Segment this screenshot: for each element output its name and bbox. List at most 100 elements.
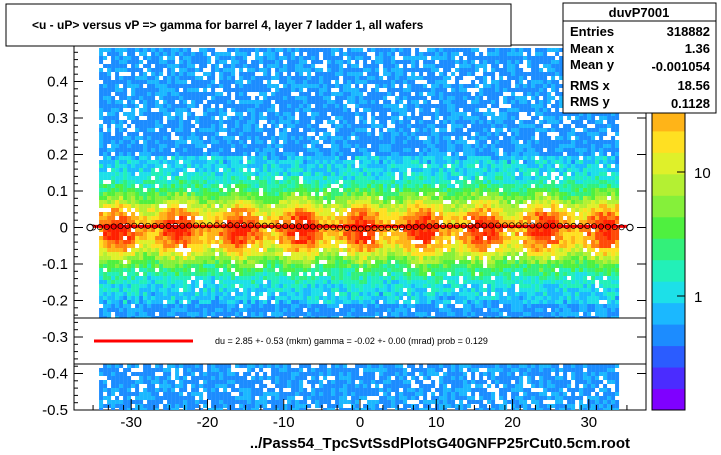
heatmap-cell [383, 112, 388, 116]
heatmap-cell [471, 124, 476, 128]
heatmap-cell [519, 208, 524, 212]
heatmap-cell [455, 212, 460, 216]
heatmap-cell [191, 192, 196, 196]
heatmap-cell [443, 68, 448, 72]
heatmap-cell [439, 144, 444, 148]
heatmap-cell [539, 196, 544, 200]
heatmap-cell [403, 164, 408, 168]
heatmap-cell [535, 76, 540, 80]
heatmap-cell [595, 212, 600, 216]
heatmap-cell [531, 196, 536, 200]
heatmap-cell [563, 176, 568, 180]
heatmap-cell [139, 200, 144, 204]
heatmap-cell [539, 188, 544, 192]
heatmap-cell [319, 104, 324, 108]
heatmap-cell [115, 88, 120, 92]
heatmap-cell [431, 124, 436, 128]
heatmap-cell [151, 132, 156, 136]
heatmap-cell [319, 112, 324, 116]
heatmap-cell [119, 196, 124, 200]
heatmap-cell [299, 96, 304, 100]
heatmap-cell [127, 56, 132, 60]
heatmap-cell [395, 188, 400, 192]
heatmap-cell [307, 180, 312, 184]
heatmap-cell [179, 48, 184, 52]
heatmap-cell [287, 48, 292, 52]
heatmap-cell [155, 192, 160, 196]
heatmap-cell [227, 96, 232, 100]
heatmap-cell [579, 208, 584, 212]
heatmap-cell [383, 120, 388, 124]
heatmap-cell [535, 184, 540, 188]
heatmap-cell [347, 204, 352, 208]
heatmap-cell [431, 216, 436, 220]
heatmap-cell [423, 172, 428, 176]
heatmap-cell [391, 208, 396, 212]
heatmap-cell [491, 92, 496, 96]
heatmap-cell [371, 104, 376, 108]
heatmap-cell [419, 164, 424, 168]
heatmap-cell [527, 212, 532, 216]
heatmap-cell [239, 72, 244, 76]
heatmap-cell [611, 200, 616, 204]
heatmap-cell [347, 220, 352, 224]
heatmap-cell [495, 56, 500, 60]
heatmap-cell [179, 124, 184, 128]
heatmap-cell [495, 84, 500, 88]
heatmap-cell [207, 200, 212, 204]
heatmap-cell [379, 176, 384, 180]
heatmap-cell [555, 216, 560, 220]
heatmap-cell [503, 156, 508, 160]
heatmap-cell [303, 100, 308, 104]
heatmap-cell [295, 96, 300, 100]
heatmap-cell [319, 160, 324, 164]
heatmap-cell [431, 148, 436, 152]
heatmap-cell [167, 52, 172, 56]
heatmap-cell [319, 128, 324, 132]
heatmap-cell [267, 184, 272, 188]
heatmap-cell [227, 136, 232, 140]
heatmap-cell [483, 160, 488, 164]
heatmap-cell [595, 196, 600, 200]
heatmap-cell [303, 152, 308, 156]
heatmap-cell [415, 124, 420, 128]
heatmap-cell [275, 192, 280, 196]
heatmap-cell [327, 152, 332, 156]
heatmap-cell [599, 204, 604, 208]
heatmap-cell [335, 180, 340, 184]
heatmap-cell [459, 216, 464, 220]
heatmap-cell [359, 140, 364, 144]
heatmap-cell [335, 152, 340, 156]
heatmap-cell [399, 208, 404, 212]
heatmap-cell [247, 120, 252, 124]
heatmap-cell [131, 164, 136, 168]
heatmap-cell [411, 176, 416, 180]
heatmap-cell [319, 156, 324, 160]
heatmap-cell [307, 212, 312, 216]
heatmap-cell [383, 156, 388, 160]
heatmap-cell [259, 92, 264, 96]
heatmap-cell [183, 64, 188, 68]
heatmap-cell [183, 160, 188, 164]
heatmap-cell [587, 144, 592, 148]
heatmap-cell [175, 88, 180, 92]
heatmap-cell [463, 84, 468, 88]
heatmap-cell [351, 200, 356, 204]
heatmap-cell [443, 132, 448, 136]
heatmap-cell [567, 164, 572, 168]
heatmap-cell [275, 48, 280, 52]
heatmap-cell [375, 56, 380, 60]
heatmap-cell [167, 124, 172, 128]
heatmap-cell [263, 156, 268, 160]
heatmap-cell [347, 108, 352, 112]
heatmap-cell [507, 156, 512, 160]
heatmap-cell [423, 168, 428, 172]
heatmap-cell [363, 96, 368, 100]
heatmap-cell [539, 148, 544, 152]
heatmap-cell [591, 116, 596, 120]
heatmap-cell [279, 104, 284, 108]
heatmap-cell [599, 120, 604, 124]
heatmap-cell [351, 168, 356, 172]
heatmap-cell [331, 92, 336, 96]
heatmap-cell [515, 60, 520, 64]
